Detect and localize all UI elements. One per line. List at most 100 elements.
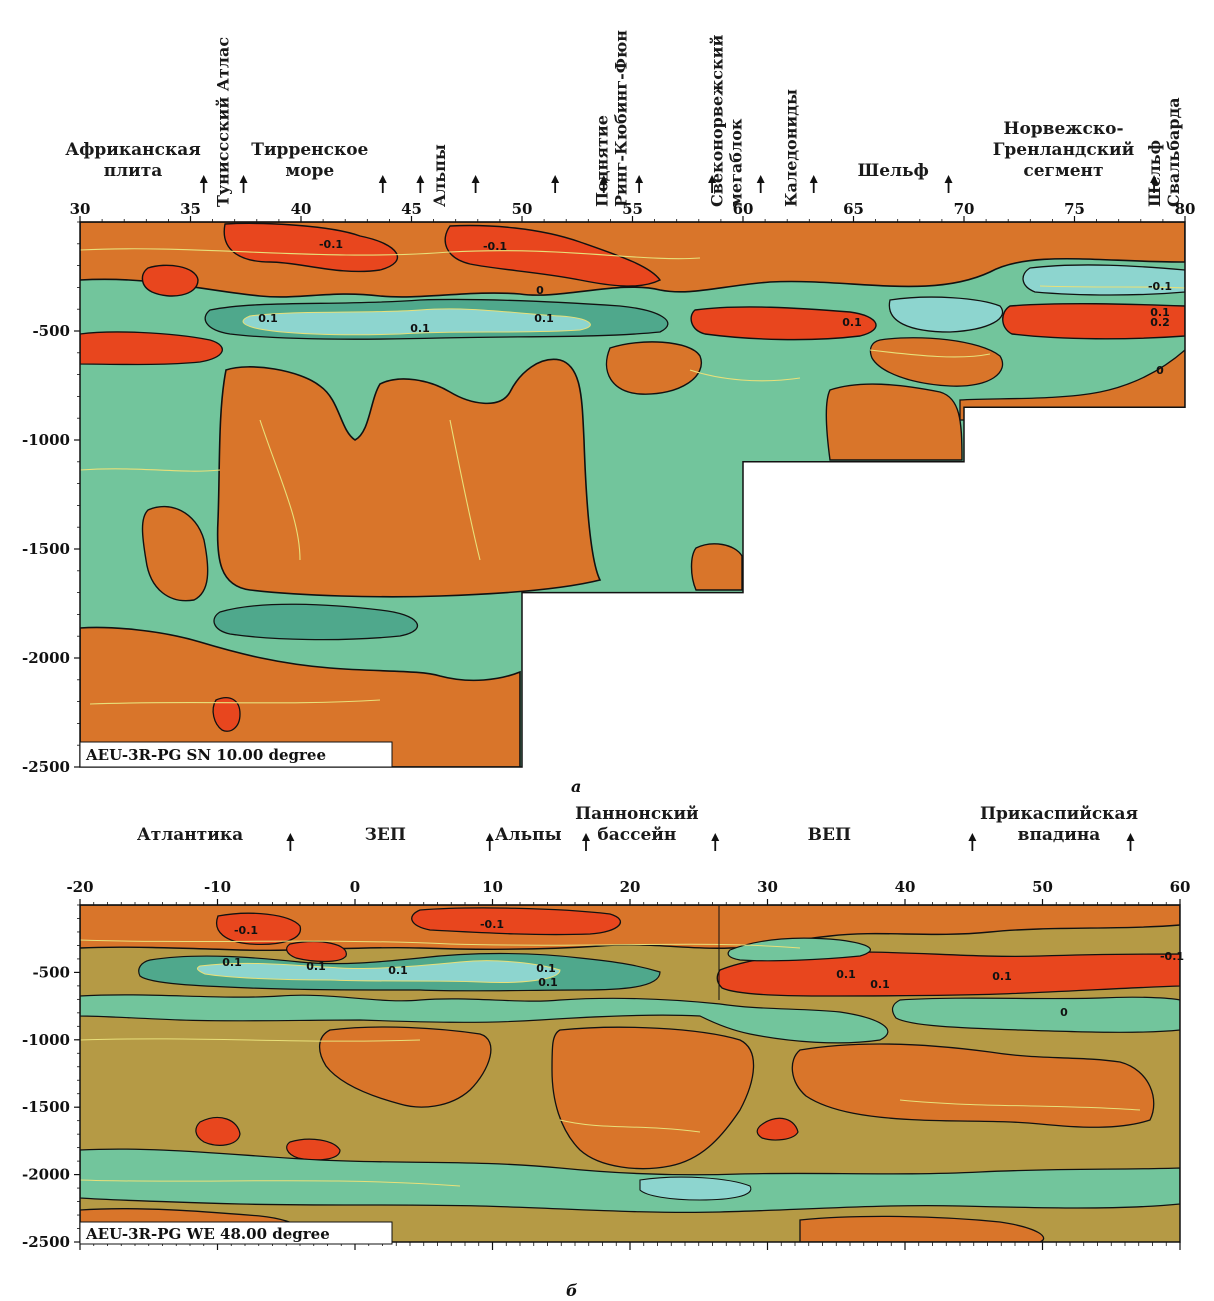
x-tick-label: 30 <box>757 878 778 896</box>
x-tick-label: 30 <box>70 200 91 218</box>
boundary-arrow <box>708 175 717 193</box>
region-label: Шельф Свальбарда <box>1145 97 1183 207</box>
x-tick-label: 55 <box>622 200 643 218</box>
boundary-arrow <box>968 833 977 851</box>
contour-label: -0.1 <box>480 918 504 931</box>
a-anomaly-orange-right-2 <box>959 348 1185 421</box>
x-tick-label: 50 <box>1032 878 1053 896</box>
boundary-arrow <box>635 175 644 193</box>
contour-label: 0.1 <box>538 976 558 989</box>
boundary-arrow <box>378 175 387 193</box>
region-label: Атлантика <box>137 825 243 845</box>
a-anomaly-red-3 <box>141 264 199 297</box>
contour-label: 0.1 <box>534 312 554 325</box>
region-label: Каледониды <box>782 89 801 207</box>
contour-label: -0.1 <box>319 238 343 251</box>
a-anomaly-orange-low-left <box>141 505 209 602</box>
region-label-line: Прикаспийская <box>980 804 1138 824</box>
contour-label: 0 <box>536 284 544 297</box>
boundary-arrow <box>582 833 590 851</box>
panel-a-contour-labels: -0.1 -0.10.10.10.1 0.1-0.10.10.200 <box>258 238 1172 377</box>
b-anomaly-red-1 <box>216 912 301 946</box>
region-label: Туниссский Атлас <box>214 37 233 207</box>
x-tick-label: -20 <box>66 878 93 896</box>
b-anomaly-red-low-3 <box>286 1138 341 1161</box>
x-tick-label: 70 <box>954 200 975 218</box>
a-anomaly-red-4 <box>80 331 223 366</box>
contour-label: -0.1 <box>1160 950 1184 963</box>
region-label-line: Тирренское <box>251 140 368 160</box>
boundary-arrow <box>1126 833 1135 851</box>
panel-a-caption: а <box>571 777 581 796</box>
b-zone-green-mid <box>80 994 889 1044</box>
x-tick-label: 80 <box>1175 200 1196 218</box>
contour-label: -0.1 <box>1148 280 1172 293</box>
b-band-cyan-right <box>727 937 871 962</box>
y-tick-label: -500 <box>32 322 70 340</box>
contour-label: -0.1 <box>234 924 258 937</box>
b-anomaly-red-low-1 <box>195 1117 241 1146</box>
boundary-arrow <box>1150 175 1159 193</box>
panel-b-plot-area <box>80 905 1180 1242</box>
region-label-line: ВЕП <box>808 825 851 845</box>
boundary-arrow <box>599 175 608 193</box>
a-anomaly-red-1 <box>223 222 399 273</box>
boundary-arrow <box>944 175 953 193</box>
a-anomaly-bottom-red <box>212 697 241 732</box>
region-label-line: Свеконорвежский <box>707 35 726 207</box>
y-tick-label: -2000 <box>22 1166 70 1184</box>
x-tick-label: 0 <box>350 878 360 896</box>
region-label: Шельф <box>858 161 929 181</box>
region-label: Альпы <box>430 144 449 207</box>
x-tick-label: 65 <box>843 200 864 218</box>
boundary-arrow <box>711 833 720 851</box>
panel-b-plot-frame <box>79 904 1181 1243</box>
a-anomaly-red-5 <box>690 306 877 341</box>
panel-b-boundary-arrows <box>286 833 1135 851</box>
region-label-line: Гренландский <box>993 140 1135 160</box>
b-anomaly-orange-mid-1 <box>319 1026 492 1108</box>
region-label-line: Шельф <box>858 161 929 181</box>
b-band-red-right <box>716 951 1180 997</box>
x-tick-label: 40 <box>895 878 916 896</box>
a-band-cyan-2 <box>242 308 591 336</box>
b-band-cyan-light <box>196 960 561 983</box>
a-anomaly-red-2 <box>444 224 662 287</box>
a-anomaly-orange-right <box>869 337 1004 387</box>
region-label-line: мегаблок <box>726 118 745 207</box>
b-anomaly-red-3 <box>286 941 347 963</box>
region-label-line: Свальбарда <box>1164 97 1183 207</box>
panel-b-y-axis: -500 -1000 -1500 -2000 -2500 <box>22 904 80 1251</box>
contour-label: 0.1 <box>536 962 556 975</box>
y-tick-label: -2000 <box>22 649 70 667</box>
x-tick-label: 40 <box>291 200 312 218</box>
a-lens-cyan-lower <box>213 603 419 641</box>
boundary-arrow <box>471 175 480 193</box>
a-anomaly-bottom-orange <box>80 626 521 767</box>
contour-label: 0.1 <box>992 970 1012 983</box>
panel-a-x-axis: 30 35 40 45 50 55 60 65 70 75 80 <box>70 200 1196 223</box>
region-label-line: Норвежско- <box>1003 119 1123 139</box>
b-anomaly-bottom-orange-2 <box>799 1215 1045 1242</box>
x-tick-label: -10 <box>204 878 231 896</box>
panel-b-contour-labels: -0.1 -0.10.1 0.1 0.1 0.10.10.10.1-0.10.10 <box>222 918 1184 1019</box>
x-tick-label: 10 <box>482 878 503 896</box>
y-tick-label: -2500 <box>22 1233 70 1251</box>
b-anomaly-red-low-2 <box>756 1117 799 1141</box>
x-tick-label: 60 <box>1170 878 1191 896</box>
region-label: ЗЕП <box>365 825 406 845</box>
contour-label: 0 <box>1060 1006 1068 1019</box>
a-band-red-right <box>1002 302 1185 340</box>
contour-label: 0.1 <box>870 978 890 991</box>
boundary-arrow <box>239 175 248 193</box>
a-anomaly-orange-mid <box>825 383 963 461</box>
contour-label: 0.1 <box>410 322 430 335</box>
b-anomaly-orange-mid-2 <box>551 1026 755 1170</box>
